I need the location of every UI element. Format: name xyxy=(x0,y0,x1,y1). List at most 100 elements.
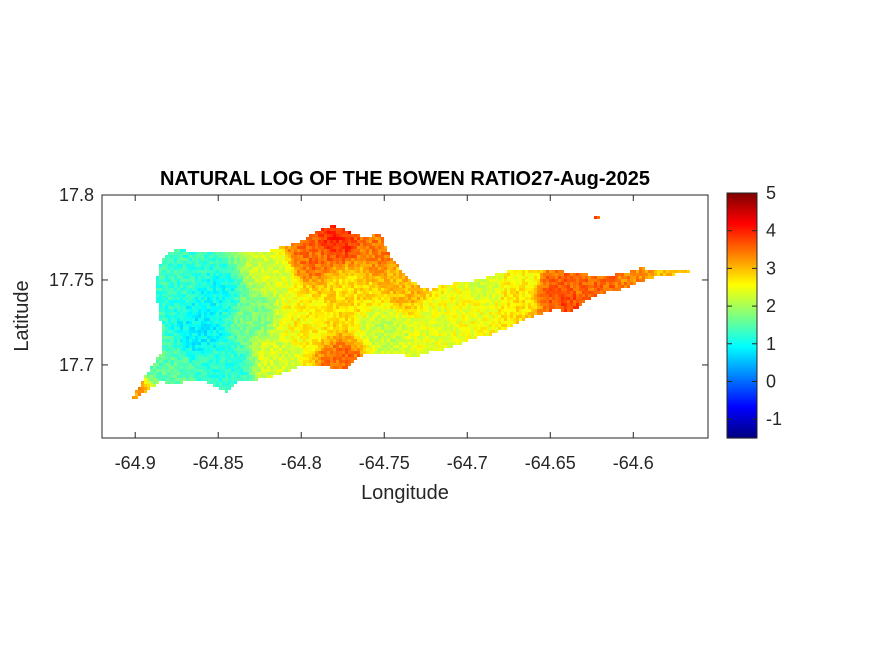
heatmap-cell xyxy=(492,291,495,294)
heatmap-cell xyxy=(471,312,474,315)
heatmap-cell xyxy=(336,333,339,336)
heatmap-cell xyxy=(324,234,327,237)
heatmap-cell xyxy=(231,252,234,255)
heatmap-cell xyxy=(279,372,282,375)
heatmap-cell xyxy=(210,261,213,264)
heatmap-cell xyxy=(402,318,405,321)
colorbar-segment xyxy=(727,265,757,268)
heatmap-cell xyxy=(390,318,393,321)
heatmap-cell xyxy=(210,315,213,318)
heatmap-cell xyxy=(378,342,381,345)
heatmap-cell xyxy=(162,351,165,354)
heatmap-cell xyxy=(303,279,306,282)
heatmap-cell xyxy=(396,318,399,321)
heatmap-cell xyxy=(351,333,354,336)
heatmap-cell xyxy=(540,312,543,315)
heatmap-cell xyxy=(312,351,315,354)
heatmap-cell xyxy=(162,291,165,294)
heatmap-cell xyxy=(393,285,396,288)
heatmap-cell xyxy=(291,291,294,294)
heatmap-cell xyxy=(204,327,207,330)
heatmap-cell xyxy=(252,288,255,291)
heatmap-cell xyxy=(288,282,291,285)
heatmap-cell xyxy=(375,273,378,276)
heatmap-cell xyxy=(240,273,243,276)
heatmap-cell xyxy=(639,276,642,279)
heatmap-cell xyxy=(273,348,276,351)
heatmap-cell xyxy=(348,234,351,237)
heatmap-cell xyxy=(435,318,438,321)
heatmap-cell xyxy=(270,360,273,363)
heatmap-cell xyxy=(222,261,225,264)
x-tick-label: -64.9 xyxy=(115,453,156,473)
heatmap-cell xyxy=(201,333,204,336)
heatmap-cell xyxy=(171,378,174,381)
heatmap-cell xyxy=(354,348,357,351)
heatmap-cell xyxy=(261,321,264,324)
heatmap-cell xyxy=(354,267,357,270)
heatmap-cell xyxy=(555,279,558,282)
heatmap-cell xyxy=(630,279,633,282)
heatmap-cell xyxy=(309,321,312,324)
heatmap-cell xyxy=(363,249,366,252)
heatmap-cell xyxy=(204,330,207,333)
heatmap-cell xyxy=(261,291,264,294)
heatmap-cell xyxy=(162,354,165,357)
heatmap-cell xyxy=(315,282,318,285)
heatmap-cell xyxy=(303,267,306,270)
heatmap-cell xyxy=(207,276,210,279)
heatmap-cell xyxy=(492,327,495,330)
heatmap-cell xyxy=(249,342,252,345)
heatmap-cell xyxy=(237,327,240,330)
heatmap-cell xyxy=(204,261,207,264)
heatmap-cell xyxy=(420,294,423,297)
heatmap-cell xyxy=(321,351,324,354)
heatmap-cell xyxy=(411,354,414,357)
heatmap-cell xyxy=(366,282,369,285)
heatmap-cell xyxy=(567,300,570,303)
heatmap-cell xyxy=(501,300,504,303)
heatmap-cell xyxy=(240,363,243,366)
heatmap-cell xyxy=(195,309,198,312)
heatmap-cell xyxy=(240,324,243,327)
heatmap-cell xyxy=(369,321,372,324)
heatmap-cell xyxy=(489,300,492,303)
heatmap-cell xyxy=(315,294,318,297)
heatmap-cell xyxy=(207,261,210,264)
heatmap-cell xyxy=(282,303,285,306)
heatmap-cell xyxy=(243,348,246,351)
heatmap-cell xyxy=(207,297,210,300)
heatmap-cell xyxy=(177,342,180,345)
heatmap-cell xyxy=(285,339,288,342)
heatmap-cell xyxy=(192,267,195,270)
heatmap-cell xyxy=(318,258,321,261)
heatmap-cell xyxy=(252,297,255,300)
heatmap-cell xyxy=(426,312,429,315)
heatmap-cell xyxy=(330,288,333,291)
heatmap-cell xyxy=(357,321,360,324)
heatmap-cell xyxy=(480,321,483,324)
heatmap-cell xyxy=(357,351,360,354)
heatmap-cell xyxy=(513,273,516,276)
colorbar-segment xyxy=(727,263,757,266)
heatmap-cell xyxy=(327,321,330,324)
heatmap-cell xyxy=(348,321,351,324)
heatmap-cell xyxy=(228,258,231,261)
heatmap-cell xyxy=(663,273,666,276)
heatmap-cell xyxy=(309,312,312,315)
heatmap-cell xyxy=(195,273,198,276)
heatmap-cell xyxy=(480,327,483,330)
heatmap-cell xyxy=(165,279,168,282)
heatmap-cell xyxy=(396,324,399,327)
heatmap-cell xyxy=(540,309,543,312)
heatmap-cell xyxy=(285,264,288,267)
heatmap-cell xyxy=(393,309,396,312)
heatmap-cell xyxy=(360,354,363,357)
heatmap-cell xyxy=(285,273,288,276)
heatmap-cell xyxy=(360,306,363,309)
heatmap-cell xyxy=(417,318,420,321)
heatmap-cell xyxy=(408,282,411,285)
heatmap-cell xyxy=(519,312,522,315)
heatmap-cell xyxy=(342,354,345,357)
heatmap-cell xyxy=(294,363,297,366)
